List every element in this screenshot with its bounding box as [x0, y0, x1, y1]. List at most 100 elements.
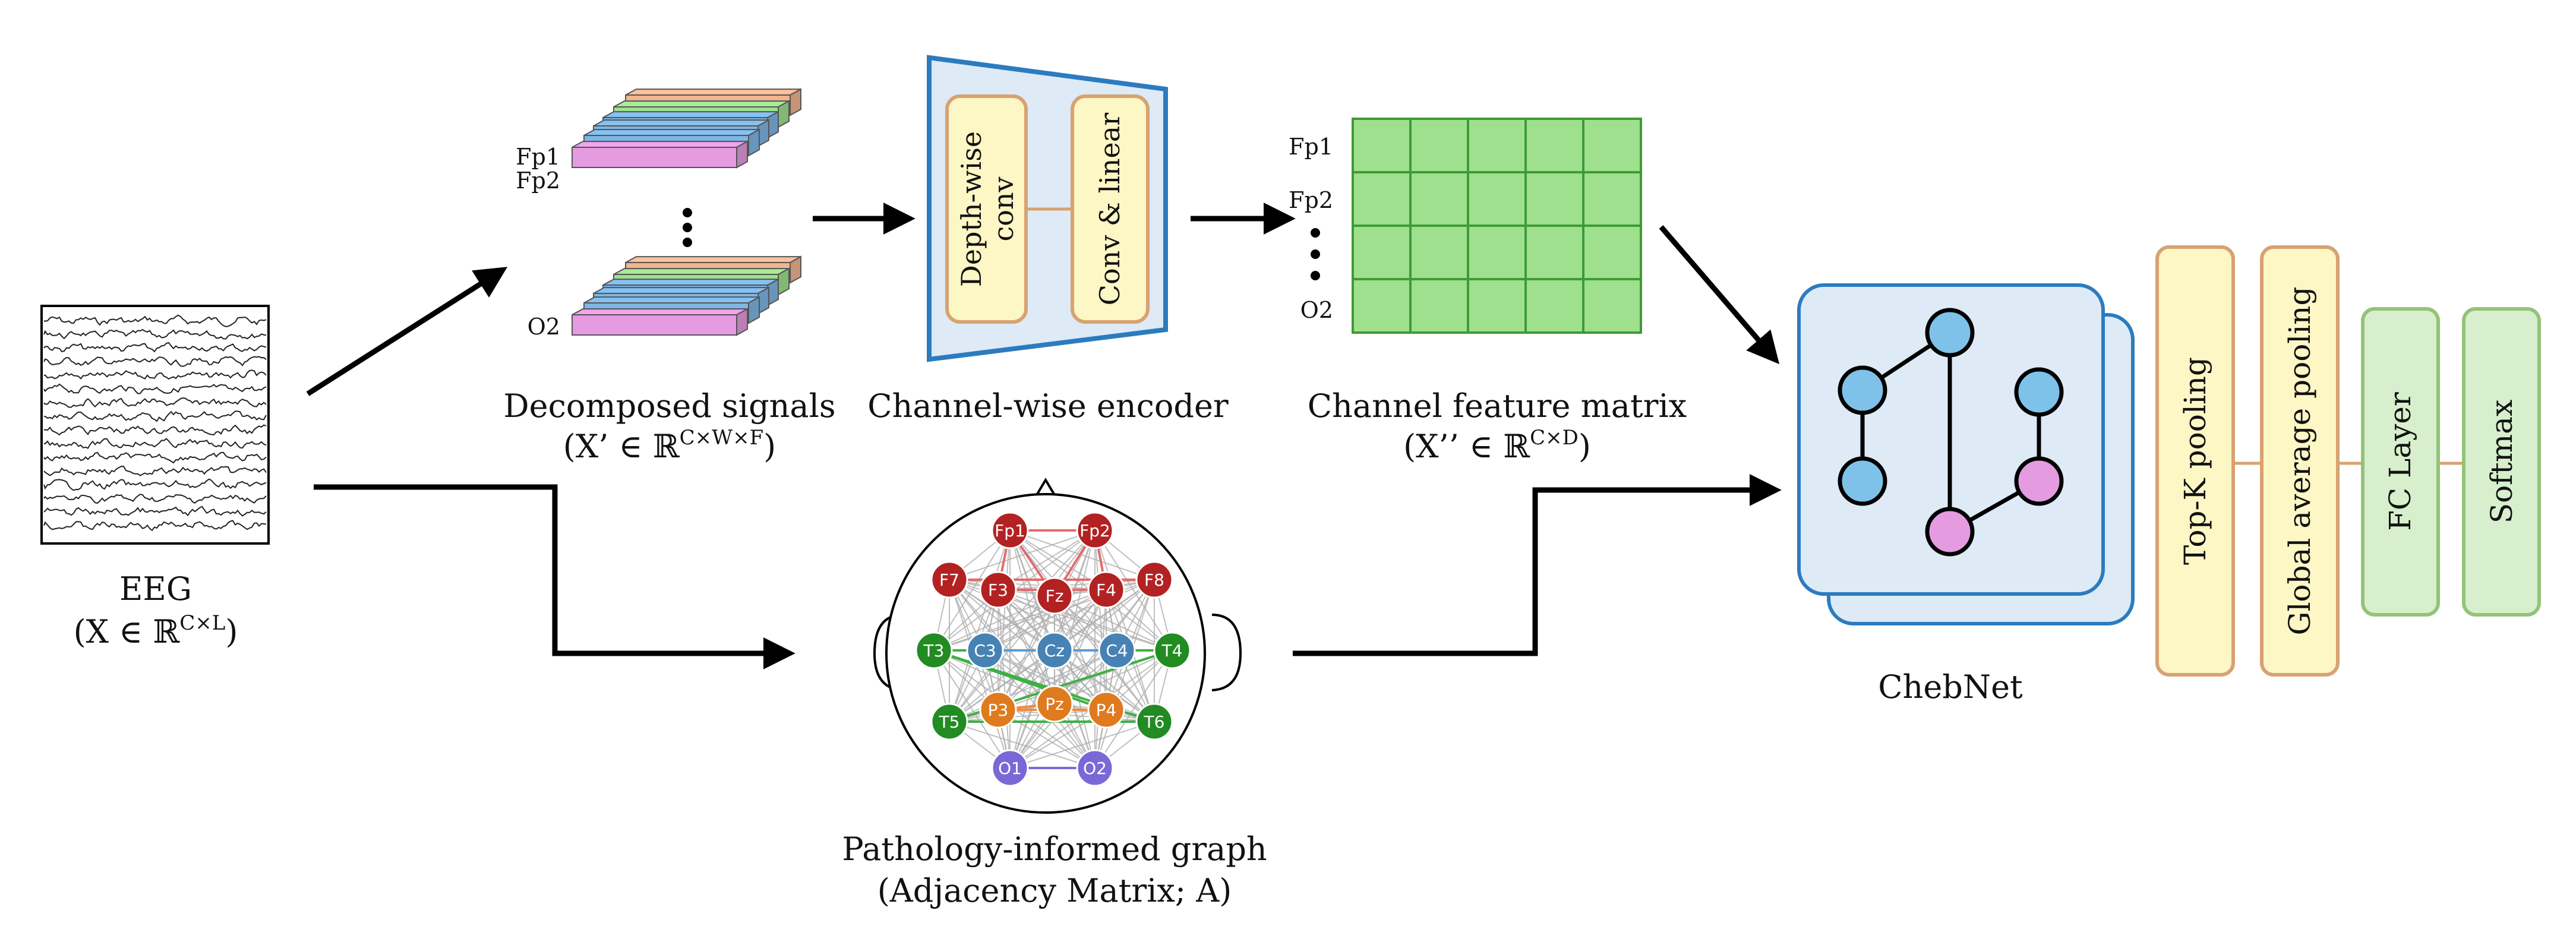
graph-edge: [1094, 579, 1155, 769]
graph-edge: [949, 709, 1107, 722]
arrow-graph-to-chebnet: [1293, 474, 1782, 656]
graph-edge: [1094, 530, 1155, 722]
head-right-ear: [1211, 614, 1242, 691]
stack-top-face: [625, 89, 801, 96]
stack-top-face: [613, 268, 790, 275]
eeg-trace: [43, 438, 267, 449]
electrode-node-t5: [930, 703, 968, 741]
channel-label-o2: O2: [528, 314, 560, 340]
stack-front-face: [572, 147, 737, 168]
electrode-label-f7: F7: [939, 570, 959, 590]
electrode-label-fz: Fz: [1046, 586, 1064, 606]
electrode-node-o1: [991, 749, 1029, 787]
matrix-cell: [1409, 225, 1469, 280]
electrode-label-t5: T5: [939, 712, 960, 732]
electrode-label-t3: T3: [923, 641, 945, 660]
electrode-node-fp1: [991, 511, 1029, 549]
global-average-pooling-label: Global average pooling: [2283, 287, 2317, 636]
decomposed-title: Decomposed signals: [503, 387, 835, 425]
matrix-cell: [1467, 171, 1527, 227]
matrix-label-fp1: Fp1: [1289, 134, 1333, 160]
stack-top-face: [593, 119, 769, 127]
matrix-cell: [1582, 171, 1642, 227]
feature-matrix-grid: [1352, 118, 1642, 334]
electrode-node-f4: [1087, 571, 1125, 609]
graph-edge: [984, 650, 1155, 722]
graph-edge: [949, 579, 1096, 769]
arrow-eeg-to-graph: [314, 484, 795, 669]
channel-label-fp2: Fp2: [516, 167, 560, 194]
graph-edge: [933, 650, 1011, 769]
decomposed-signals-block: Fp1 Fp2 O2 Decomposed signals (X’ ∈ ℝC×W…: [503, 88, 836, 465]
graph-edge: [933, 595, 1055, 651]
graph-edge: [997, 589, 1055, 704]
graph-edge: [997, 589, 1173, 651]
arrow-matrix-to-chebnet: [1659, 225, 1780, 365]
electrode-node-f7: [930, 561, 968, 599]
eeg-signal-box: [40, 305, 270, 545]
graph-edge: [949, 650, 1117, 722]
matrix-cell: [1524, 171, 1584, 227]
chebnet-node-blue: [2014, 367, 2064, 417]
eeg-waveforms: [43, 314, 267, 532]
conv-linear-label: Conv & linear: [1094, 113, 1126, 305]
matrix-cell: [1352, 118, 1412, 173]
eeg-trace: [43, 328, 267, 340]
electrode-label-p4: P4: [1096, 700, 1117, 720]
graph-nodes: Fp1 Fp2 F7 F3 Fz F4 F8 T3 C3 Cz C4 T4 T5 P3 Pz P4 T6 O1 O2: [915, 511, 1191, 787]
electrode-node-f3: [979, 571, 1017, 609]
stack-top-face: [583, 129, 760, 136]
eeg-trace: [43, 520, 267, 532]
graph-title: Pathology-informed graph: [842, 830, 1267, 868]
matrix-title: Channel feature matrix: [1308, 387, 1687, 425]
graph-edge: [1094, 589, 1107, 769]
graph-edge: [984, 589, 1107, 651]
electrode-label-f8: F8: [1144, 570, 1164, 590]
graph-edge: [1009, 721, 1155, 769]
matrix-label-o2: O2: [1300, 297, 1333, 323]
eeg-trace: [43, 383, 267, 394]
graph-edge: [997, 579, 1155, 590]
channel-feature-matrix-block: Fp1 Fp2 O2 Channel feature matrix (X’’ ∈…: [1289, 118, 1687, 465]
graph-edge: [949, 530, 1096, 580]
electrode-label-fp1: Fp1: [995, 521, 1025, 541]
graph-edge: [1054, 650, 1155, 722]
eeg-trace: [43, 478, 267, 491]
matrix-cell: [1352, 278, 1412, 334]
graph-edge-highlight: [933, 649, 1107, 711]
chebnet-node-blue: [1925, 308, 1975, 358]
electrode-node-f8: [1135, 561, 1173, 599]
matrix-cell: [1467, 118, 1527, 173]
chebnet-node-blue: [1838, 365, 1887, 415]
stack-top-face: [593, 287, 769, 294]
fc-layer-box: [2361, 307, 2440, 617]
stack-top-face: [613, 100, 790, 108]
ellipsis-dot: [1311, 228, 1320, 238]
graph-edge: [949, 579, 1011, 769]
graph-edge: [1054, 530, 1096, 704]
graph-edge: [933, 530, 1011, 651]
graph-subtitle: (Adjacency Matrix; A): [877, 872, 1232, 909]
graph-edge: [1094, 650, 1173, 769]
matrix-cell: [1582, 225, 1642, 280]
eeg-trace: [43, 451, 267, 464]
electrode-label-pz: Pz: [1045, 694, 1064, 714]
pathology-graph-block: Fp1 Fp2 F7 F3 Fz F4 F8 T3 C3 Cz C4 T4 T5 P3 Pz P4 T6 O1 O2…: [842, 478, 1267, 909]
graph-edge: [949, 579, 1107, 590]
matrix-formula: (X’’ ∈ ℝC×D): [1403, 426, 1591, 465]
electrode-label-f3: F3: [988, 580, 1008, 600]
graph-edge: [997, 709, 1155, 722]
ellipsis-dot: [683, 223, 692, 232]
matrix-cell: [1582, 118, 1642, 173]
graph-edge: [933, 589, 1107, 651]
electrode-node-o2: [1076, 749, 1114, 787]
electrode-label-f4: F4: [1096, 580, 1116, 600]
channel-label-fp1: Fp1: [516, 144, 560, 170]
electrode-node-c4: [1098, 631, 1136, 669]
electrode-node-t6: [1135, 703, 1173, 741]
electrode-label-fp2: Fp2: [1079, 521, 1110, 541]
stack-top-face: [602, 279, 779, 286]
eeg-block: EEG (X ∈ ℝC×L): [40, 305, 270, 650]
channel-wise-encoder-block: Depth-wise conv Conv & linear Channel-wi…: [867, 55, 1229, 425]
matrix-cell: [1409, 278, 1469, 334]
